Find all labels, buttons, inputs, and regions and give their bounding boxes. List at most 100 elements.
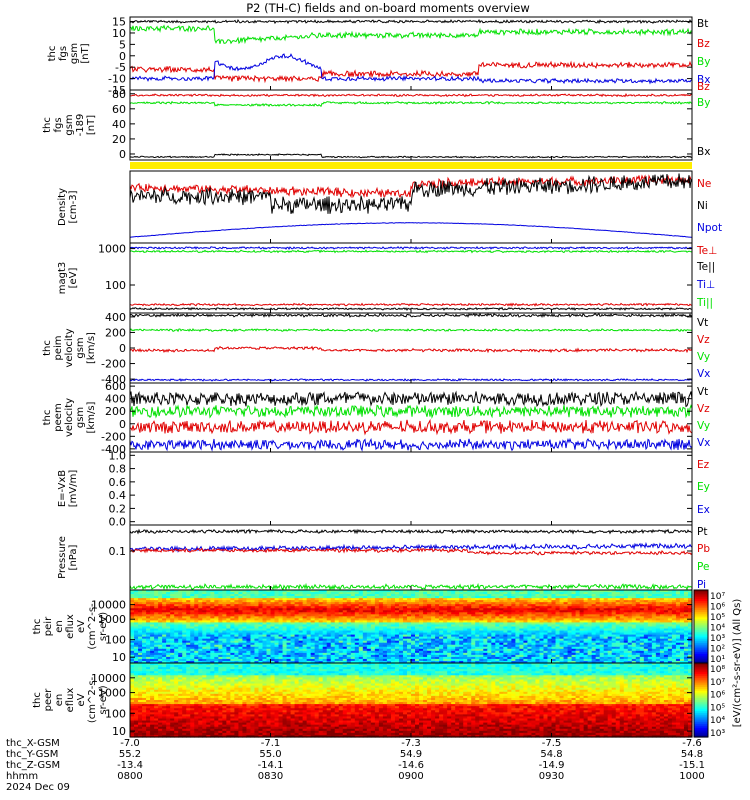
heatmap-cell xyxy=(162,622,167,626)
heatmap-cell xyxy=(406,600,412,603)
heatmap-cell xyxy=(503,610,508,613)
heatmap-cell xyxy=(475,598,480,601)
heatmap-cell xyxy=(579,592,585,595)
heatmap-cell xyxy=(326,630,332,634)
heatmap-cell xyxy=(419,642,424,646)
heatmap-cell xyxy=(627,638,633,642)
heatmap-cell xyxy=(667,598,673,601)
heatmap-cell xyxy=(655,612,661,615)
heatmap-cell xyxy=(443,596,448,599)
heatmap-cell xyxy=(246,642,252,646)
heatmap-cell xyxy=(647,604,653,607)
heatmap-cell xyxy=(178,618,183,622)
heatmap-cell xyxy=(250,610,256,613)
heatmap-cell xyxy=(334,598,340,601)
heatmap-cell xyxy=(354,606,360,609)
heatmap-cell xyxy=(182,646,187,650)
heatmap-cell xyxy=(234,590,239,593)
heatmap-cell xyxy=(687,616,693,619)
heatmap-cell xyxy=(639,612,645,615)
heatmap-cell xyxy=(230,616,235,619)
heatmap-cell xyxy=(439,632,444,636)
heatmap-cell xyxy=(451,624,456,628)
heatmap-cell xyxy=(134,590,139,593)
heatmap-cell xyxy=(423,606,428,609)
heatmap-cell xyxy=(334,640,340,644)
heatmap-cell xyxy=(515,638,520,642)
heatmap-cell xyxy=(282,598,288,601)
heatmap-cell xyxy=(439,590,444,593)
heatmap-cell xyxy=(138,622,143,626)
series-line-ne xyxy=(129,174,693,199)
heatmap-cell xyxy=(158,622,163,626)
series-line-ti-par xyxy=(129,249,693,254)
heatmap-cell xyxy=(507,632,512,636)
heatmap-cell xyxy=(587,634,593,638)
heatmap-cell xyxy=(158,650,163,654)
heatmap-cell xyxy=(254,628,260,632)
heatmap-cell xyxy=(643,598,649,601)
heatmap-cell xyxy=(322,600,328,603)
y-axis-label: [nT] xyxy=(80,43,91,63)
heatmap-cell xyxy=(250,642,256,646)
heatmap-cell xyxy=(647,608,653,611)
heatmap-cell xyxy=(170,608,175,611)
heatmap-cell xyxy=(334,602,340,605)
heatmap-cell xyxy=(398,642,404,646)
heatmap-cell xyxy=(138,600,143,603)
heatmap-cell xyxy=(178,644,183,648)
heatmap-cell xyxy=(499,630,504,634)
heatmap-cell xyxy=(406,610,412,613)
heatmap-cell xyxy=(567,618,573,622)
heatmap-cell xyxy=(679,640,685,644)
heatmap-cell xyxy=(487,640,492,644)
heatmap-cell xyxy=(210,602,215,605)
heatmap-cell xyxy=(202,612,207,615)
heatmap-cell xyxy=(663,600,669,603)
heatmap-cell xyxy=(238,642,243,646)
heatmap-cell xyxy=(334,636,340,640)
heatmap-cell xyxy=(543,592,549,595)
heatmap-cell xyxy=(559,648,565,652)
heatmap-cell xyxy=(154,626,159,630)
heatmap-cell xyxy=(258,612,264,615)
heatmap-cell xyxy=(687,640,693,644)
heatmap-cell xyxy=(362,646,368,650)
heatmap-cell xyxy=(547,622,553,626)
heatmap-cell xyxy=(338,624,344,628)
heatmap-cell xyxy=(503,592,508,595)
heatmap-cell xyxy=(547,604,553,607)
heatmap-cell xyxy=(647,612,653,615)
heatmap-cell xyxy=(390,624,396,628)
heatmap-cell xyxy=(326,590,332,593)
heatmap-cell xyxy=(210,636,215,640)
heatmap-cell xyxy=(459,600,464,603)
heatmap-cell xyxy=(627,618,633,622)
heatmap-cell xyxy=(455,590,460,593)
heatmap-cell xyxy=(214,614,219,617)
heatmap-cell xyxy=(555,618,561,622)
heatmap-cell xyxy=(475,590,480,593)
heatmap-cell xyxy=(174,590,179,593)
heatmap-cell xyxy=(463,616,468,619)
heatmap-cell xyxy=(154,652,159,656)
heatmap-cell xyxy=(214,610,219,613)
heatmap-cell xyxy=(302,648,308,652)
heatmap-cell xyxy=(274,642,280,646)
heatmap-cell xyxy=(326,624,332,628)
heatmap-cell xyxy=(463,608,468,611)
heatmap-cell xyxy=(258,606,264,609)
heatmap-cell xyxy=(286,614,292,617)
heatmap-cell xyxy=(667,622,673,626)
heatmap-cell xyxy=(423,622,428,626)
heatmap-cell xyxy=(539,596,545,599)
heatmap-cell xyxy=(607,650,613,654)
heatmap-cell xyxy=(623,648,629,652)
heatmap-cell xyxy=(362,602,368,605)
heatmap-cell xyxy=(611,604,617,607)
heatmap-cell xyxy=(639,650,645,654)
heatmap-cell xyxy=(475,594,480,597)
heatmap-cell xyxy=(194,596,199,599)
heatmap-cell xyxy=(575,638,581,642)
heatmap-cell xyxy=(527,650,533,654)
